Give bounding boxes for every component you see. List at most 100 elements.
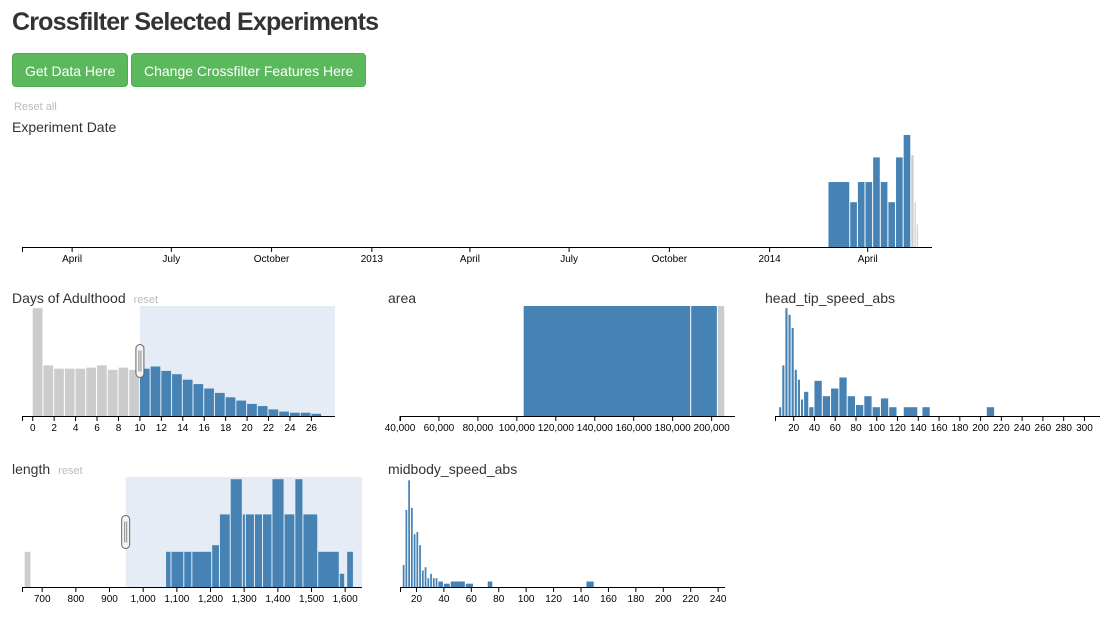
chart-title-area: area bbox=[388, 290, 416, 306]
histogram-bar bbox=[225, 397, 236, 416]
histogram-bar bbox=[889, 407, 897, 416]
chart-title-label: midbody_speed_abs bbox=[388, 461, 518, 477]
chart-title-experiment-date: Experiment Date bbox=[12, 119, 116, 135]
histogram-bar bbox=[284, 514, 295, 587]
chart-title-midbody-speed: midbody_speed_abs bbox=[388, 461, 517, 477]
histogram-bar bbox=[413, 534, 416, 587]
x-tick-label: 700 bbox=[34, 594, 51, 605]
histogram-bar bbox=[872, 407, 880, 416]
histogram-bar bbox=[922, 407, 930, 416]
histogram-bar bbox=[424, 567, 427, 587]
histogram-bar bbox=[911, 155, 914, 247]
histogram-bar bbox=[289, 412, 300, 416]
histogram-bar bbox=[432, 578, 435, 587]
histogram-bar bbox=[586, 581, 594, 587]
histogram-bar bbox=[416, 532, 419, 587]
histogram-bar bbox=[182, 379, 193, 416]
x-tick-label: 80 bbox=[493, 594, 505, 605]
histogram-bar bbox=[192, 551, 212, 587]
days-reset-link[interactable]: reset bbox=[133, 294, 159, 306]
histogram-bar bbox=[410, 507, 413, 587]
x-tick-label: 60 bbox=[830, 423, 842, 434]
histogram-bar bbox=[172, 374, 182, 416]
change-features-button[interactable]: Change Crossfilter Features Here bbox=[131, 53, 367, 87]
x-tick-label: 20 bbox=[242, 423, 254, 434]
histogram-bar bbox=[236, 400, 247, 416]
chart-title-label: Experiment Date bbox=[12, 119, 117, 135]
histogram-bar bbox=[794, 369, 797, 416]
histogram-bar bbox=[888, 202, 896, 247]
histogram-bar bbox=[339, 573, 345, 587]
length-reset-link[interactable]: reset bbox=[58, 465, 83, 477]
brush-handle[interactable] bbox=[121, 515, 131, 549]
histogram-bar bbox=[880, 398, 889, 416]
histogram-bar bbox=[419, 545, 421, 587]
histogram-bar bbox=[161, 370, 172, 416]
experiment-date-chart[interactable]: April July October 2013 April July October 2014… bbox=[22, 135, 932, 265]
x-tick-label: July bbox=[560, 254, 578, 265]
histogram-bar bbox=[86, 367, 97, 416]
histogram-bar bbox=[219, 514, 230, 587]
histogram-bar bbox=[427, 578, 430, 587]
area-chart[interactable]: 40,000 60,000 80,000 100,000 120,000 140,000 1… bbox=[385, 306, 735, 434]
histogram-bar bbox=[797, 379, 800, 416]
x-tick-label: 200 bbox=[972, 423, 989, 434]
brush-handle[interactable] bbox=[135, 344, 145, 378]
histogram-bar bbox=[204, 388, 214, 416]
x-tick-label: April bbox=[460, 254, 480, 265]
histogram-bar bbox=[847, 396, 855, 416]
histogram-bar bbox=[850, 202, 857, 247]
x-tick-label: 140 bbox=[910, 423, 927, 434]
histogram-bar bbox=[788, 314, 791, 416]
histogram-bar bbox=[465, 583, 474, 587]
x-tick-label: 14 bbox=[177, 423, 189, 434]
histogram-bar bbox=[257, 406, 268, 416]
x-tick-label: 1,200 bbox=[198, 594, 223, 605]
x-tick-label: October bbox=[254, 254, 290, 265]
histogram-bar bbox=[986, 407, 995, 416]
x-tick-label: 1,300 bbox=[232, 594, 257, 605]
x-tick-label: 180 bbox=[951, 423, 968, 434]
x-tick-label: 260 bbox=[1035, 423, 1052, 434]
head-tip-speed-chart[interactable]: 20 40 60 80 100 120 140 160 180 200 220 240 260 280 30… bbox=[775, 306, 1100, 434]
histogram-bar bbox=[212, 545, 219, 587]
histogram-bar bbox=[150, 366, 161, 416]
histogram-bar bbox=[64, 368, 75, 416]
histogram-bar bbox=[443, 583, 450, 587]
x-tick-label: 300 bbox=[1076, 423, 1093, 434]
histogram-bar bbox=[809, 407, 814, 416]
histogram-bar bbox=[193, 384, 204, 416]
histogram-bar bbox=[263, 514, 272, 587]
midbody-speed-chart[interactable]: 20 40 60 80 100 120 140 160 180 200 220 240 bbox=[400, 477, 727, 605]
get-data-button[interactable]: Get Data Here bbox=[12, 53, 129, 87]
histogram-bar bbox=[822, 396, 831, 416]
reset-all-link[interactable]: Reset all bbox=[14, 101, 57, 113]
histogram-bar bbox=[916, 224, 918, 247]
histogram-bar bbox=[295, 479, 303, 587]
days-of-adulthood-chart[interactable]: 0 2 4 6 8 10 12 14 16 18 20 22 24 26 bbox=[22, 306, 335, 434]
histogram-bar bbox=[118, 367, 129, 416]
histogram-bar bbox=[896, 157, 903, 247]
x-tick-label: 20 bbox=[411, 594, 423, 605]
x-tick-label: 1,400 bbox=[265, 594, 290, 605]
x-tick-label: 120 bbox=[889, 423, 906, 434]
x-tick-label: 200,000 bbox=[694, 423, 731, 434]
x-tick-label: 80 bbox=[850, 423, 862, 434]
histogram-bar bbox=[166, 551, 171, 587]
histogram-bar bbox=[347, 551, 353, 587]
x-tick-label: 240 bbox=[710, 594, 727, 605]
histogram-bar bbox=[880, 182, 888, 247]
histogram-bar bbox=[430, 573, 432, 587]
length-chart[interactable]: 700 800 900 1,000 1,100 1,200 1,300 1,400 1,500 1… bbox=[22, 477, 362, 605]
x-tick-label: 60 bbox=[466, 594, 478, 605]
page-title: Crossfilter Selected Experiments bbox=[12, 8, 379, 36]
x-tick-label: 180,000 bbox=[655, 423, 692, 434]
x-tick-label: 120,000 bbox=[538, 423, 575, 434]
histogram-bar bbox=[129, 369, 139, 416]
x-tick-label: 800 bbox=[68, 594, 85, 605]
chart-title-label: head_tip_speed_abs bbox=[765, 290, 896, 306]
chart-title-days-of-adulthood: Days of Adulthood reset bbox=[12, 290, 158, 306]
histogram-bar bbox=[139, 368, 150, 416]
chart-title-head-tip-speed: head_tip_speed_abs bbox=[765, 290, 895, 306]
x-tick-label: 900 bbox=[101, 594, 118, 605]
